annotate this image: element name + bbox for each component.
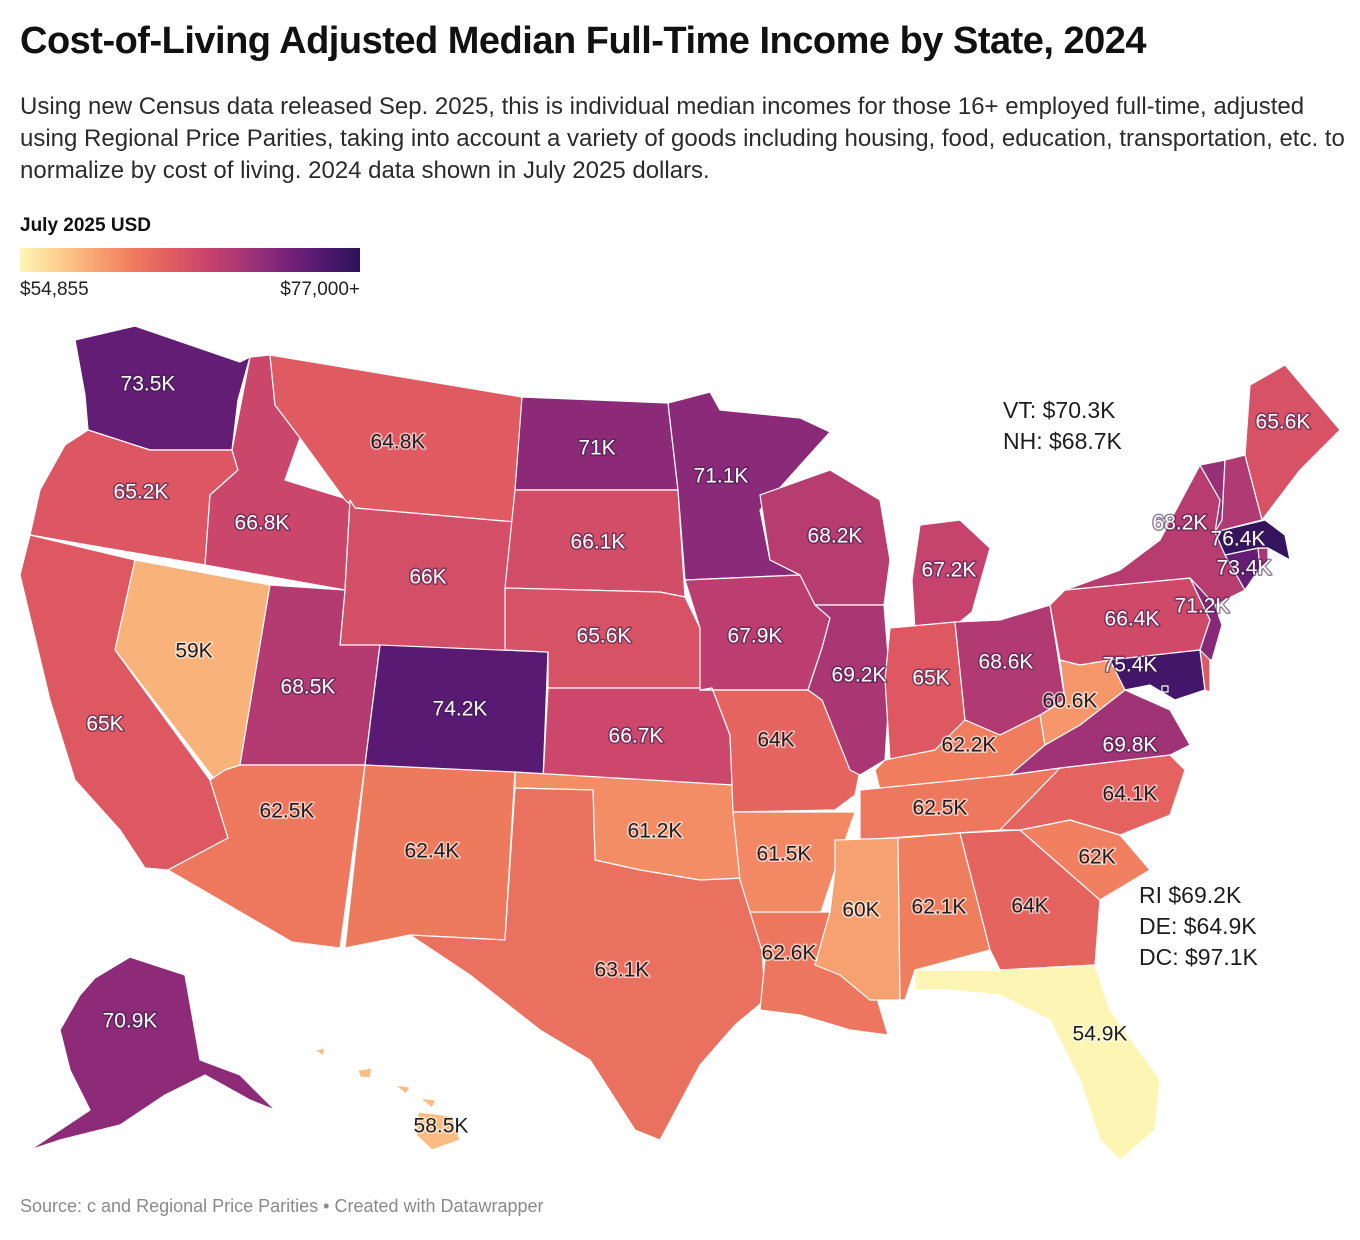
chart-title: Cost-of-Living Adjusted Median Full-Time…	[20, 20, 1147, 62]
state-label-tx: 63.1K	[595, 959, 650, 982]
state-label-md: 75.4K	[1103, 654, 1158, 677]
state-label-mn: 71.1K	[694, 465, 749, 488]
state-label-ne: 65.6K	[577, 625, 632, 648]
vt-nh-annotation-arrow	[1149, 417, 1216, 448]
state-dc[interactable]	[1161, 685, 1169, 693]
state-label-mo: 64K	[757, 729, 794, 752]
state-label-az: 62.5K	[260, 800, 315, 823]
state-labels: 73.5K 65.2K 65K 59K 66.8K 64.8K 66K 68.5K 74.2K 6…	[85, 371, 1312, 1139]
state-ma[interactable]	[1214, 519, 1291, 561]
state-label-sd: 66.1K	[571, 531, 626, 554]
state-label-oh: 68.6K	[979, 651, 1034, 674]
state-label-ga: 64K	[1011, 895, 1048, 918]
state-hi[interactable]	[314, 1047, 461, 1151]
state-az[interactable]	[167, 764, 366, 949]
ri-de-dc-annotation-arrow	[1246, 683, 1268, 876]
state-label-il: 69.2K	[832, 664, 887, 687]
dc-annotation-text: DC: $97.1K	[1139, 944, 1258, 970]
state-label-ak: 70.9K	[103, 1010, 158, 1033]
state-label-sc: 62K	[1078, 846, 1115, 869]
state-label-la: 62.6K	[762, 942, 817, 965]
state-de[interactable]	[1199, 649, 1211, 693]
state-label-ok: 61.2K	[628, 820, 683, 843]
state-label-nj: 71.2K	[1175, 595, 1230, 618]
state-label-wv: 60.6K	[1043, 690, 1098, 713]
state-label-wa: 73.5K	[121, 373, 176, 396]
vt-annotation-text: VT: $70.3K	[1003, 397, 1116, 423]
state-tx[interactable]	[409, 787, 766, 1141]
source-note: Source: c and Regional Price Parities • …	[20, 1196, 544, 1216]
state-fl[interactable]	[914, 964, 1161, 1161]
state-label-ca: 65K	[86, 713, 123, 736]
state-label-ny: 68.2K	[1153, 512, 1208, 535]
legend-title: July 2025 USD	[20, 215, 151, 236]
ri-de-dc-annotation: RI $69.2K DE: $64.9K DC: $97.1K	[1139, 880, 1258, 973]
nh-annotation-text: NH: $68.7K	[1003, 428, 1122, 454]
state-label-al: 62.1K	[912, 896, 967, 919]
state-label-nd: 71K	[578, 437, 615, 460]
state-label-nm: 62.4K	[405, 840, 460, 863]
legend-color-bar	[20, 248, 360, 272]
state-label-ia: 67.9K	[728, 625, 783, 648]
state-label-ct: 73.4K	[1217, 557, 1272, 580]
chart-subtitle: Using new Census data released Sep. 2025…	[20, 93, 1345, 184]
ri-annotation-text: RI $69.2K	[1139, 882, 1242, 908]
state-label-ma: 76.4K	[1211, 528, 1266, 551]
state-wa[interactable]	[74, 325, 251, 451]
state-label-wi: 68.2K	[808, 525, 863, 548]
legend-min-label: $54,855	[20, 279, 89, 300]
state-label-mi: 67.2K	[922, 559, 977, 582]
state-label-ut: 68.5K	[281, 676, 336, 699]
state-ak[interactable]	[29, 956, 276, 1151]
state-label-va: 69.8K	[1103, 734, 1158, 757]
state-me[interactable]	[1244, 364, 1341, 521]
state-label-ky: 62.2K	[942, 734, 997, 757]
state-label-fl: 54.9K	[1073, 1023, 1128, 1046]
state-label-tn: 62.5K	[913, 797, 968, 820]
de-annotation-text: DE: $64.9K	[1139, 913, 1257, 939]
state-label-me: 65.6K	[1256, 411, 1311, 434]
state-mi[interactable]	[911, 519, 991, 631]
state-label-pa: 66.4K	[1105, 608, 1160, 631]
state-label-ar: 61.5K	[757, 843, 812, 866]
legend-max-label: $77,000+	[280, 279, 360, 300]
state-label-hi: 58.5K	[414, 1115, 469, 1138]
state-label-in: 65K	[912, 667, 949, 690]
state-label-or: 65.2K	[114, 481, 169, 504]
state-label-mt: 64.8K	[371, 431, 426, 454]
state-label-wy: 66K	[409, 566, 446, 589]
state-nh[interactable]	[1214, 454, 1263, 533]
state-label-nv: 59K	[175, 640, 212, 663]
state-label-ms: 60K	[842, 899, 879, 922]
vt-nh-annotation: VT: $70.3K NH: $68.7K	[1003, 395, 1122, 457]
state-label-co: 74.2K	[433, 698, 488, 721]
state-label-id: 66.8K	[235, 512, 290, 535]
state-mn[interactable]	[667, 391, 831, 581]
state-label-nc: 64.1K	[1103, 783, 1158, 806]
state-label-ks: 66.7K	[609, 725, 664, 748]
state-shapes	[19, 325, 1341, 1161]
